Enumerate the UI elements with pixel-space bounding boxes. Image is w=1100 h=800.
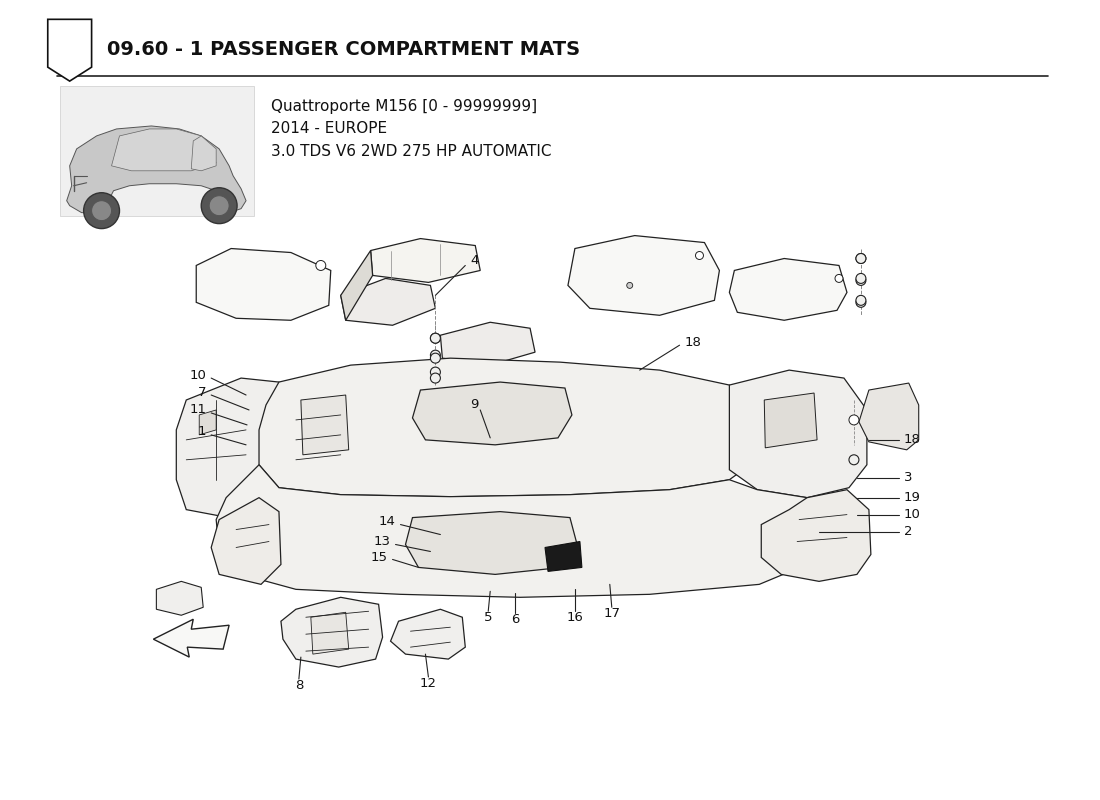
Polygon shape (217, 465, 817, 598)
Polygon shape (859, 383, 918, 450)
Circle shape (856, 275, 866, 286)
Polygon shape (156, 582, 204, 615)
Text: 14: 14 (378, 515, 396, 528)
Circle shape (430, 350, 440, 360)
Polygon shape (67, 126, 246, 213)
Polygon shape (568, 235, 719, 315)
FancyBboxPatch shape (59, 86, 254, 216)
Text: 9: 9 (470, 398, 478, 411)
Text: 8: 8 (295, 678, 304, 691)
Text: 1: 1 (198, 426, 206, 438)
Polygon shape (440, 322, 535, 365)
Text: 2: 2 (904, 525, 912, 538)
Text: 3: 3 (904, 471, 912, 484)
Polygon shape (176, 378, 289, 519)
Polygon shape (729, 258, 847, 320)
Circle shape (849, 415, 859, 425)
Text: 11: 11 (189, 403, 206, 417)
Text: 4: 4 (471, 254, 478, 267)
Polygon shape (406, 512, 578, 574)
Text: 18: 18 (684, 336, 702, 349)
Text: 13: 13 (374, 535, 390, 548)
Polygon shape (761, 490, 871, 582)
Circle shape (316, 261, 326, 270)
Polygon shape (258, 358, 759, 497)
Circle shape (856, 254, 866, 263)
Circle shape (695, 251, 704, 259)
Polygon shape (211, 498, 280, 584)
Circle shape (209, 196, 229, 216)
Text: 2014 - EUROPE: 2014 - EUROPE (271, 122, 387, 137)
Text: 17: 17 (603, 606, 620, 620)
Polygon shape (412, 382, 572, 445)
Text: 18: 18 (904, 434, 921, 446)
Text: 5: 5 (484, 610, 493, 624)
Circle shape (430, 367, 440, 377)
Text: Quattroporte M156 [0 - 99999999]: Quattroporte M156 [0 - 99999999] (271, 98, 537, 114)
Circle shape (856, 274, 866, 283)
Circle shape (430, 334, 440, 343)
Circle shape (835, 274, 843, 282)
Polygon shape (47, 19, 91, 81)
Circle shape (430, 373, 440, 383)
Circle shape (856, 254, 866, 263)
Circle shape (201, 188, 238, 224)
Text: 12: 12 (420, 677, 437, 690)
Circle shape (84, 193, 120, 229)
Circle shape (627, 282, 632, 288)
Text: 3.0 TDS V6 2WD 275 HP AUTOMATIC: 3.0 TDS V6 2WD 275 HP AUTOMATIC (271, 144, 551, 159)
Polygon shape (196, 249, 331, 320)
Text: 16: 16 (566, 610, 583, 624)
Polygon shape (280, 598, 383, 667)
Polygon shape (301, 395, 349, 455)
Polygon shape (153, 619, 229, 657)
Circle shape (430, 334, 440, 343)
Text: 19: 19 (904, 491, 921, 504)
Polygon shape (311, 612, 349, 654)
Polygon shape (729, 370, 867, 498)
Text: 09.60 - 1 PASSENGER COMPARTMENT MATS: 09.60 - 1 PASSENGER COMPARTMENT MATS (107, 40, 580, 58)
Polygon shape (544, 542, 582, 571)
Text: 6: 6 (510, 613, 519, 626)
Polygon shape (191, 136, 217, 170)
Polygon shape (341, 278, 436, 326)
Circle shape (856, 295, 866, 306)
Circle shape (856, 298, 866, 307)
Text: 10: 10 (189, 369, 206, 382)
Text: 7: 7 (198, 386, 206, 398)
Polygon shape (390, 610, 465, 659)
Polygon shape (341, 250, 373, 320)
Polygon shape (371, 238, 481, 282)
Polygon shape (199, 410, 217, 435)
Polygon shape (111, 129, 217, 170)
Circle shape (430, 353, 440, 363)
Polygon shape (764, 393, 817, 448)
Text: 15: 15 (371, 551, 387, 564)
Circle shape (91, 201, 111, 221)
Circle shape (849, 455, 859, 465)
Text: 10: 10 (904, 508, 921, 521)
